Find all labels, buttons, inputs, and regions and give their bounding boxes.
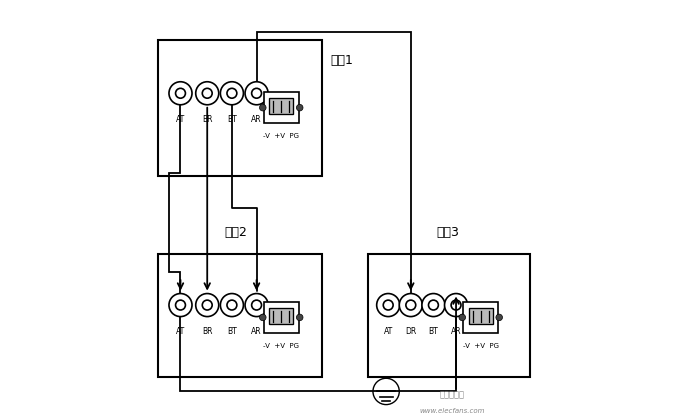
Text: BT: BT [428, 327, 438, 336]
Text: AR: AR [251, 327, 262, 336]
Circle shape [259, 314, 266, 321]
Text: -V  +V  PG: -V +V PG [264, 133, 299, 139]
Circle shape [297, 314, 303, 321]
Text: -V  +V  PG: -V +V PG [463, 343, 499, 349]
Text: AT: AT [176, 327, 185, 336]
Circle shape [406, 300, 416, 310]
Circle shape [245, 293, 268, 316]
Text: BR: BR [202, 327, 213, 336]
Bar [269, 98, 293, 115]
Circle shape [196, 82, 219, 105]
Circle shape [297, 104, 303, 111]
Bar [368, 254, 530, 377]
Text: 电子发烧友: 电子发烧友 [440, 391, 464, 400]
Text: 设备3: 设备3 [436, 226, 460, 239]
Text: BT: BT [227, 327, 237, 336]
Circle shape [422, 293, 445, 316]
Circle shape [245, 82, 268, 105]
Text: AT: AT [176, 115, 185, 124]
Circle shape [259, 104, 266, 111]
Circle shape [202, 300, 212, 310]
Circle shape [220, 293, 244, 316]
Text: AT: AT [384, 327, 393, 336]
Bar [264, 302, 299, 333]
Bar [158, 254, 322, 377]
Circle shape [196, 293, 219, 316]
Circle shape [459, 314, 466, 321]
Text: AR: AR [251, 115, 262, 124]
Circle shape [227, 300, 237, 310]
Text: 设备2: 设备2 [224, 226, 248, 239]
Circle shape [220, 82, 244, 105]
Bar [469, 308, 493, 324]
Circle shape [252, 300, 262, 310]
Circle shape [400, 293, 422, 316]
Text: BR: BR [202, 115, 213, 124]
Circle shape [428, 300, 438, 310]
Circle shape [175, 300, 186, 310]
Circle shape [227, 88, 237, 98]
Bar [158, 40, 322, 176]
Bar [264, 92, 299, 123]
Text: DR: DR [405, 327, 417, 336]
Circle shape [383, 300, 393, 310]
Text: www.elecfans.com: www.elecfans.com [420, 408, 484, 414]
Bar [269, 308, 293, 324]
Circle shape [175, 88, 186, 98]
Circle shape [496, 314, 502, 321]
Text: AR: AR [451, 327, 462, 336]
Circle shape [451, 300, 461, 310]
Bar [463, 302, 498, 333]
Circle shape [377, 293, 400, 316]
Text: 设备1: 设备1 [331, 54, 353, 67]
Circle shape [252, 88, 262, 98]
Circle shape [169, 82, 192, 105]
Text: BT: BT [227, 115, 237, 124]
Circle shape [444, 293, 468, 316]
Circle shape [169, 293, 192, 316]
Circle shape [202, 88, 212, 98]
Text: -V  +V  PG: -V +V PG [264, 343, 299, 349]
